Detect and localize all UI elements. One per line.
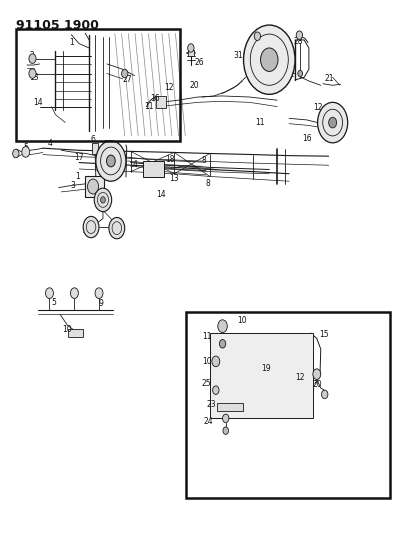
Circle shape — [261, 48, 278, 71]
Circle shape — [218, 320, 227, 333]
Circle shape — [101, 197, 105, 203]
Circle shape — [122, 69, 128, 78]
Text: 5: 5 — [51, 298, 56, 307]
Bar — [68, 329, 83, 337]
Text: 8: 8 — [202, 157, 207, 165]
Text: 4: 4 — [48, 140, 52, 148]
Text: 12: 12 — [164, 84, 174, 92]
Text: 8: 8 — [205, 180, 210, 188]
Text: 12: 12 — [295, 373, 305, 382]
Circle shape — [95, 288, 103, 298]
Text: 11: 11 — [255, 118, 265, 127]
Circle shape — [94, 188, 112, 212]
Text: 11: 11 — [145, 102, 154, 111]
Bar — [188, 50, 194, 56]
Circle shape — [329, 117, 337, 128]
Circle shape — [318, 102, 348, 143]
Text: 1: 1 — [75, 173, 80, 181]
Circle shape — [96, 141, 126, 181]
Circle shape — [298, 70, 303, 77]
Text: 9: 9 — [99, 300, 104, 308]
Circle shape — [107, 155, 115, 167]
Circle shape — [188, 44, 194, 52]
Circle shape — [29, 69, 36, 78]
Circle shape — [29, 54, 36, 63]
Text: 16: 16 — [150, 94, 160, 103]
Text: 28: 28 — [293, 37, 303, 46]
Text: 24: 24 — [204, 417, 213, 425]
Text: 5: 5 — [23, 143, 28, 151]
Text: 10: 10 — [202, 357, 211, 366]
Text: 26: 26 — [194, 59, 204, 67]
Text: 17: 17 — [74, 153, 84, 161]
Bar — [85, 176, 104, 197]
Circle shape — [212, 356, 220, 367]
Circle shape — [213, 386, 219, 394]
Text: 20: 20 — [189, 81, 199, 90]
Text: 27: 27 — [123, 76, 132, 84]
Text: 13: 13 — [169, 174, 179, 182]
Bar — [156, 96, 166, 108]
Text: 29: 29 — [273, 61, 283, 69]
Circle shape — [88, 179, 99, 194]
Text: 15: 15 — [319, 330, 328, 339]
Text: 20: 20 — [313, 381, 322, 389]
Text: 11: 11 — [202, 333, 211, 341]
Circle shape — [254, 32, 261, 41]
Circle shape — [296, 31, 303, 39]
Text: 22: 22 — [285, 70, 295, 79]
Text: 1: 1 — [69, 38, 74, 47]
Circle shape — [46, 288, 53, 298]
Text: 4: 4 — [133, 160, 137, 168]
Text: 9: 9 — [98, 197, 103, 206]
Text: 18: 18 — [166, 156, 175, 164]
Bar — [186, 312, 390, 498]
Text: 10: 10 — [63, 325, 72, 334]
Circle shape — [83, 216, 99, 238]
Circle shape — [13, 149, 19, 158]
Text: 31: 31 — [234, 52, 243, 60]
Circle shape — [70, 288, 78, 298]
Circle shape — [322, 390, 328, 399]
Circle shape — [223, 427, 228, 434]
Text: 2: 2 — [30, 52, 34, 60]
Circle shape — [313, 369, 321, 379]
Text: 21: 21 — [82, 226, 92, 235]
Bar — [92, 143, 98, 154]
Bar — [16, 29, 180, 141]
Bar — [210, 333, 313, 418]
Bar — [143, 161, 164, 177]
Text: 3: 3 — [70, 181, 75, 190]
Text: 21: 21 — [325, 75, 334, 83]
Text: 12: 12 — [313, 103, 322, 112]
Text: 14: 14 — [156, 190, 166, 199]
Text: 30: 30 — [253, 69, 263, 78]
Text: 6: 6 — [90, 135, 95, 144]
Text: 13: 13 — [30, 73, 39, 82]
Text: 91105 1900: 91105 1900 — [16, 19, 99, 31]
Text: 22: 22 — [110, 226, 120, 235]
Circle shape — [109, 217, 125, 239]
Text: 25: 25 — [202, 379, 211, 388]
Text: 14: 14 — [34, 98, 43, 107]
Circle shape — [223, 414, 229, 423]
Bar — [217, 403, 243, 411]
Text: 23: 23 — [207, 400, 216, 408]
Text: 10: 10 — [253, 37, 263, 46]
Circle shape — [22, 147, 30, 157]
Text: 19: 19 — [261, 365, 271, 373]
Text: 16: 16 — [302, 134, 311, 143]
Text: 7: 7 — [104, 141, 109, 149]
Text: 10: 10 — [237, 317, 246, 325]
Circle shape — [244, 25, 295, 94]
Circle shape — [219, 340, 226, 348]
